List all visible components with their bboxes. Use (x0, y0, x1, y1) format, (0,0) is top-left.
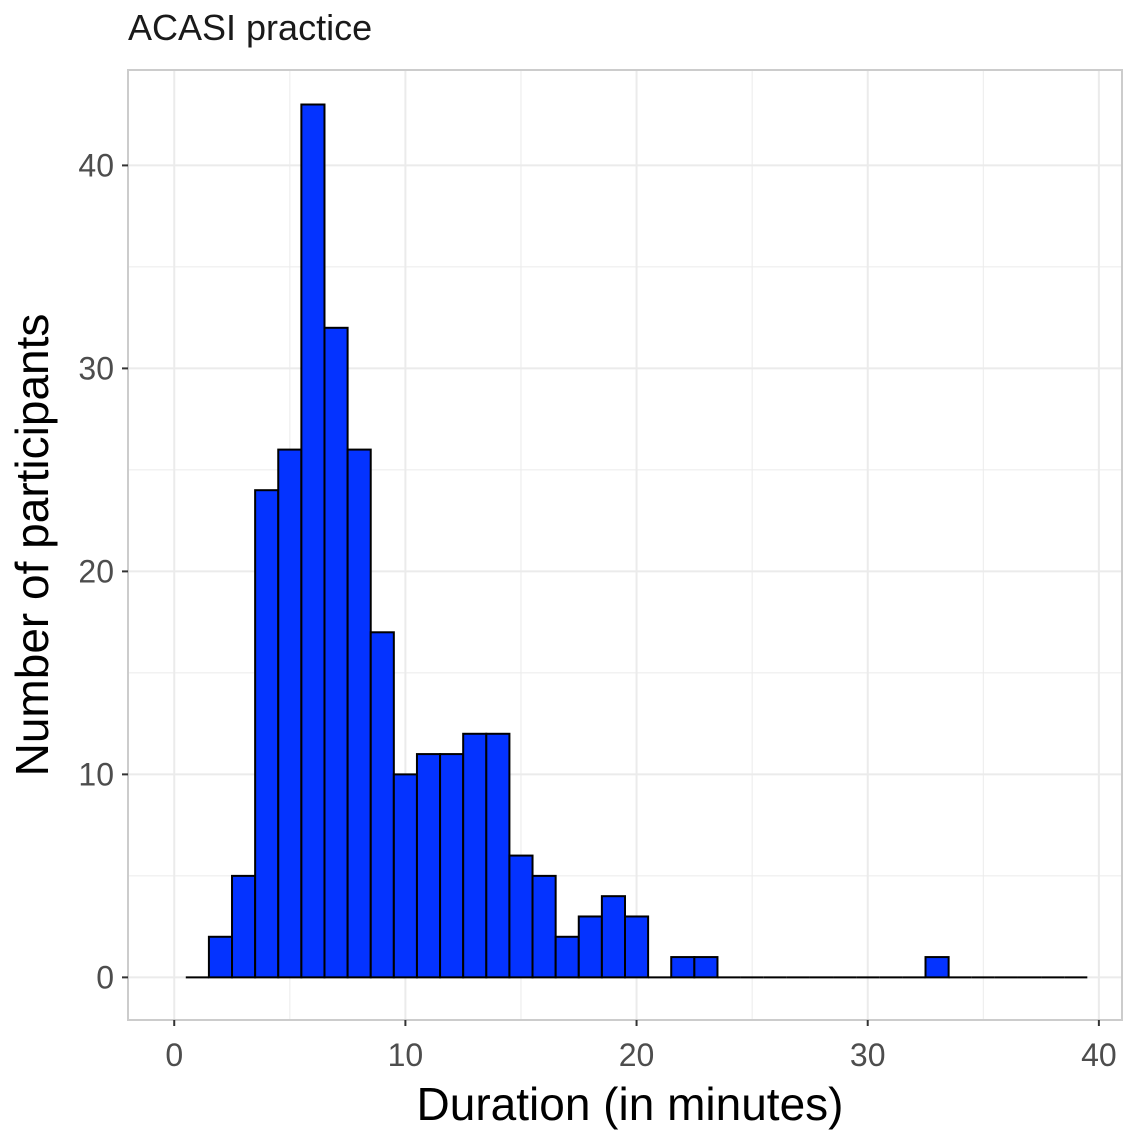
x-axis-ticks: 0 10 20 30 40 (165, 1020, 1117, 1073)
histogram-bar (300, 103, 326, 979)
histogram-bar (392, 773, 418, 979)
histogram-bar (924, 956, 950, 979)
histogram-bar (369, 631, 395, 979)
y-tick-label: 10 (78, 756, 114, 792)
histogram-bar (670, 956, 696, 979)
y-axis-title: Number of participants (6, 314, 58, 777)
histogram-bar (485, 732, 511, 979)
histogram-bar (254, 489, 280, 979)
x-tick-label: 0 (165, 1037, 183, 1073)
histogram-bars (185, 103, 1088, 979)
histogram-bar (508, 854, 534, 979)
panel-border (127, 69, 1123, 1021)
histogram-bar (231, 874, 257, 979)
histogram-bar (577, 915, 603, 979)
histogram-bar (693, 956, 719, 979)
histogram-bar (624, 915, 650, 979)
y-tick-label: 40 (78, 147, 114, 183)
histogram-bar (600, 895, 627, 979)
histogram-bar (554, 935, 580, 979)
histogram-bar (323, 326, 349, 979)
x-tick-label: 10 (388, 1037, 424, 1073)
histogram-bar (531, 874, 557, 979)
x-axis-title: Duration (in minutes) (417, 1078, 844, 1130)
x-tick-label: 20 (619, 1037, 655, 1073)
x-tick-label: 40 (1081, 1037, 1117, 1073)
chart-title: ACASI practice (128, 7, 372, 48)
histogram-bar (207, 935, 234, 979)
histogram-bar (439, 753, 465, 979)
histogram-bar (277, 448, 303, 979)
histogram-bar (415, 753, 442, 979)
histogram-bar (462, 732, 488, 979)
x-tick-label: 30 (850, 1037, 886, 1073)
histogram-bar (346, 448, 372, 979)
y-tick-label: 0 (96, 959, 114, 995)
y-axis-ticks: 0 10 20 30 40 (78, 147, 128, 995)
y-tick-label: 30 (78, 350, 114, 386)
y-tick-label: 20 (78, 553, 114, 589)
